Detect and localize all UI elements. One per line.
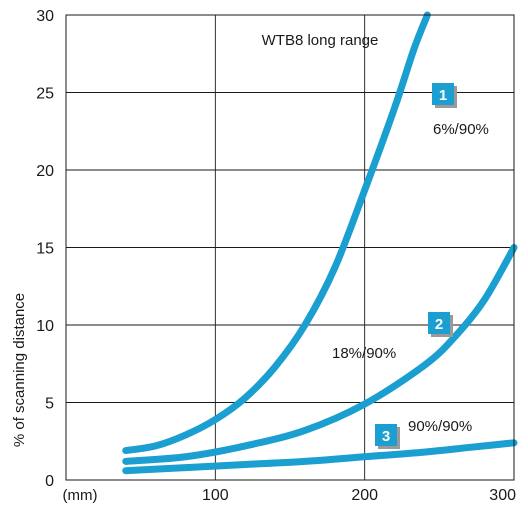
plot-frame: [65, 14, 515, 481]
y-tick-label: 0: [45, 473, 54, 490]
series-badge-2: [428, 312, 450, 334]
x-tick-label: 300: [489, 487, 516, 504]
y-axis-label: % of scanning distance: [11, 293, 28, 447]
series-line-3: [122, 439, 518, 475]
labels: 1 6%/90% 2 18%/90% 3 90%/90%: [332, 83, 489, 449]
series-badge-1: [432, 83, 454, 105]
series-name-label: 90%/90%: [408, 418, 472, 435]
series-line-2: [122, 244, 518, 465]
series-badge-number: 3: [382, 428, 390, 445]
series-name-label: 18%/90%: [332, 345, 396, 362]
x-tick-label: 200: [351, 487, 378, 504]
ticks: 0 5 10 15 20 25 30 100 200 300: [36, 8, 516, 504]
y-tick-label: 10: [36, 318, 54, 335]
y-tick-label: 15: [36, 241, 54, 258]
y-tick-label: 30: [36, 8, 54, 25]
curves: [122, 11, 518, 475]
series-badge-3: [375, 424, 397, 446]
y-tick-label: 5: [45, 396, 54, 413]
series-line-1: [122, 11, 431, 455]
x-tick-label: 100: [202, 487, 229, 504]
series-badge-number: 1: [439, 87, 447, 104]
x-axis-label: (mm): [63, 487, 98, 504]
chart-title: WTB8 long range: [262, 32, 379, 49]
series-badge-number: 2: [435, 316, 443, 333]
y-tick-label: 20: [36, 163, 54, 180]
y-tick-label: 25: [36, 86, 54, 103]
grid: [66, 15, 514, 480]
series-name-label: 6%/90%: [433, 121, 489, 138]
